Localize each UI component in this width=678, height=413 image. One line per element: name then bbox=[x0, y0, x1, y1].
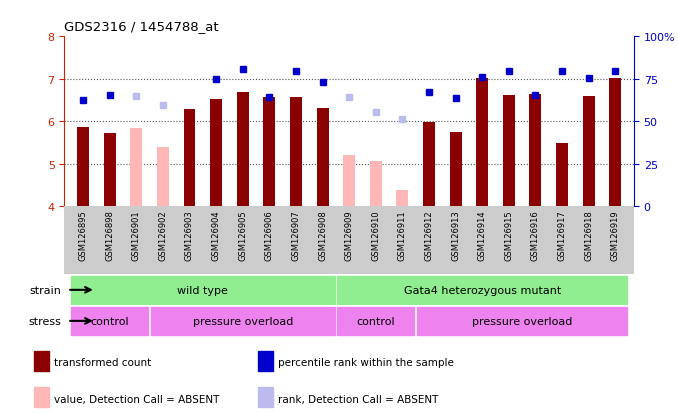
Bar bbox=[34, 351, 49, 371]
Text: pressure overload: pressure overload bbox=[472, 316, 572, 326]
Bar bbox=[397, 190, 408, 206]
Bar bbox=[417, 307, 627, 335]
Bar bbox=[503, 95, 515, 206]
Bar bbox=[317, 108, 329, 206]
Text: strain: strain bbox=[29, 285, 61, 295]
Bar bbox=[258, 387, 273, 407]
Text: GSM126912: GSM126912 bbox=[424, 210, 433, 261]
Text: GSM126909: GSM126909 bbox=[344, 210, 354, 261]
Bar bbox=[263, 98, 275, 206]
Text: GSM126915: GSM126915 bbox=[504, 210, 513, 261]
Bar bbox=[530, 94, 542, 206]
Bar bbox=[157, 148, 169, 206]
Text: GSM126906: GSM126906 bbox=[265, 210, 274, 261]
Bar bbox=[210, 100, 222, 206]
Text: GSM126904: GSM126904 bbox=[212, 210, 220, 261]
Text: control: control bbox=[357, 316, 395, 326]
Bar bbox=[337, 307, 414, 335]
Text: GSM126916: GSM126916 bbox=[531, 210, 540, 261]
Bar bbox=[151, 307, 334, 335]
Text: GSM126903: GSM126903 bbox=[185, 210, 194, 261]
Bar bbox=[370, 162, 382, 206]
Bar bbox=[337, 276, 627, 304]
Bar bbox=[450, 133, 462, 206]
Bar bbox=[258, 351, 273, 371]
Bar bbox=[237, 93, 249, 206]
Bar bbox=[556, 144, 568, 206]
Bar bbox=[130, 129, 142, 206]
Bar bbox=[610, 78, 621, 206]
Text: Gata4 heterozygous mutant: Gata4 heterozygous mutant bbox=[403, 285, 561, 295]
Bar bbox=[423, 123, 435, 206]
Bar bbox=[104, 134, 116, 206]
Bar bbox=[290, 98, 302, 206]
Text: GSM126901: GSM126901 bbox=[132, 210, 141, 261]
Text: wild type: wild type bbox=[178, 285, 228, 295]
Text: GSM126902: GSM126902 bbox=[159, 210, 167, 261]
Text: GSM126905: GSM126905 bbox=[238, 210, 247, 261]
Bar bbox=[77, 128, 89, 206]
Bar bbox=[71, 307, 148, 335]
Text: transformed count: transformed count bbox=[54, 357, 151, 368]
Text: GSM126914: GSM126914 bbox=[478, 210, 487, 261]
Text: GSM126911: GSM126911 bbox=[398, 210, 407, 261]
Text: GSM126895: GSM126895 bbox=[79, 210, 87, 261]
Text: GDS2316 / 1454788_at: GDS2316 / 1454788_at bbox=[64, 20, 219, 33]
Text: GSM126910: GSM126910 bbox=[372, 210, 380, 261]
Text: value, Detection Call = ABSENT: value, Detection Call = ABSENT bbox=[54, 394, 220, 404]
Text: GSM126919: GSM126919 bbox=[611, 210, 620, 261]
Bar bbox=[71, 276, 334, 304]
Text: control: control bbox=[90, 316, 129, 326]
Bar bbox=[184, 110, 195, 206]
Text: percentile rank within the sample: percentile rank within the sample bbox=[278, 357, 454, 368]
Text: GSM126908: GSM126908 bbox=[318, 210, 327, 261]
Text: rank, Detection Call = ABSENT: rank, Detection Call = ABSENT bbox=[278, 394, 439, 404]
Text: pressure overload: pressure overload bbox=[193, 316, 293, 326]
Text: GSM126917: GSM126917 bbox=[557, 210, 567, 261]
Bar bbox=[476, 78, 488, 206]
Bar bbox=[34, 387, 49, 407]
Text: GSM126913: GSM126913 bbox=[451, 210, 460, 261]
Bar bbox=[582, 97, 595, 206]
Text: stress: stress bbox=[28, 316, 61, 326]
Bar bbox=[343, 156, 355, 206]
Text: GSM126918: GSM126918 bbox=[584, 210, 593, 261]
Text: GSM126898: GSM126898 bbox=[105, 210, 114, 261]
Text: GSM126907: GSM126907 bbox=[292, 210, 300, 261]
